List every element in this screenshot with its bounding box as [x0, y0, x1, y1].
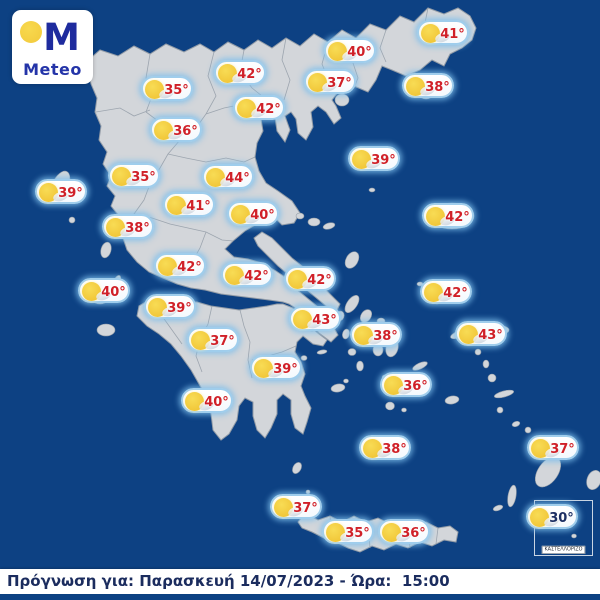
temperature-label: 40°: [347, 45, 372, 60]
temperature-label: 35°: [131, 170, 156, 185]
temperature-label: 44°: [225, 171, 250, 186]
temperature-label: 39°: [58, 186, 83, 201]
weather-badge: 40°: [324, 38, 376, 63]
weather-badge: 38°: [102, 214, 154, 239]
temperature-label: 40°: [101, 285, 126, 300]
temperature-label: 42°: [307, 273, 332, 288]
temperature-label: 40°: [204, 395, 229, 410]
temperature-label: 42°: [445, 210, 470, 225]
weather-badge: 39°: [250, 355, 302, 380]
logo-monogram: M: [43, 16, 80, 59]
temperature-label: 37°: [293, 501, 318, 516]
temperature-label: 39°: [273, 362, 298, 377]
temperature-label: 37°: [327, 76, 352, 91]
weather-badge: 40°: [181, 388, 233, 413]
weather-badge: 37°: [187, 327, 239, 352]
logo-wordmark: Meteo: [23, 60, 82, 79]
weather-badge: 39°: [348, 146, 400, 171]
temperature-label: 37°: [550, 442, 575, 457]
weather-badge: 38°: [402, 73, 454, 98]
forecast-text: Πρόγνωση για: Παρασκευή 14/07/2023 - Ώρα…: [7, 572, 450, 590]
weather-badge: 42°: [233, 95, 285, 120]
weather-badge: 43°: [455, 321, 507, 346]
weather-badge: 42°: [284, 266, 336, 291]
weather-badge: 44°: [202, 164, 254, 189]
temperature-label: 42°: [443, 286, 468, 301]
temperature-label: 41°: [440, 27, 465, 42]
weather-badge: 35°: [141, 76, 193, 101]
temperature-label: 38°: [125, 221, 150, 236]
temperature-label: 40°: [250, 208, 275, 223]
temperature-label: 38°: [425, 80, 450, 95]
temperature-label: 37°: [210, 334, 235, 349]
weather-badge: 40°: [227, 201, 279, 226]
weather-badge: 41°: [417, 20, 469, 45]
temperature-label: 35°: [164, 83, 189, 98]
temperature-label: 38°: [382, 442, 407, 457]
weather-badge: 38°: [359, 435, 411, 460]
meteo-logo: M Meteo: [12, 10, 93, 84]
logo-sun-icon: [20, 21, 42, 43]
weather-badge: 37°: [304, 69, 356, 94]
weather-badge: 37°: [527, 435, 579, 460]
weather-badge: 30°: [526, 504, 578, 529]
temperature-label: 35°: [345, 526, 370, 541]
temperature-label: 42°: [237, 67, 262, 82]
weather-badge: 35°: [108, 163, 160, 188]
forecast-bar: Πρόγνωση για: Παρασκευή 14/07/2023 - Ώρα…: [0, 569, 600, 594]
temperature-label: 36°: [403, 379, 428, 394]
weather-badge: 41°: [163, 192, 215, 217]
temperature-label: 42°: [256, 102, 281, 117]
weather-badge: 38°: [350, 322, 402, 347]
weather-badge: 42°: [221, 262, 273, 287]
weather-badge: 36°: [150, 117, 202, 142]
temperature-label: 30°: [549, 511, 574, 526]
temperature-label: 41°: [186, 199, 211, 214]
weather-badge: 36°: [378, 519, 430, 544]
temperature-label: 36°: [173, 124, 198, 139]
weather-badge: 43°: [289, 306, 341, 331]
temperature-label: 43°: [312, 313, 337, 328]
temperature-label: 42°: [244, 269, 269, 284]
temperature-label: 39°: [371, 153, 396, 168]
weather-badge: 42°: [420, 279, 472, 304]
weather-badge: 39°: [144, 294, 196, 319]
weather-badge: 36°: [380, 372, 432, 397]
weather-badge: 37°: [270, 494, 322, 519]
temperature-label: 39°: [167, 301, 192, 316]
temperature-label: 36°: [401, 526, 426, 541]
weather-badge: 42°: [214, 60, 266, 85]
temperature-label: 38°: [373, 329, 398, 344]
weather-badge: 42°: [422, 203, 474, 228]
weather-badge: 40°: [78, 278, 130, 303]
kastellorizo-label: ΚΑΣΤΕΛΛΟΡΙΖΟ: [541, 545, 586, 554]
weather-badge: 42°: [154, 253, 206, 278]
weather-badge: 39°: [35, 179, 87, 204]
temperature-label: 42°: [177, 260, 202, 275]
temperature-label: 43°: [478, 328, 503, 343]
weather-badge: 35°: [322, 519, 374, 544]
